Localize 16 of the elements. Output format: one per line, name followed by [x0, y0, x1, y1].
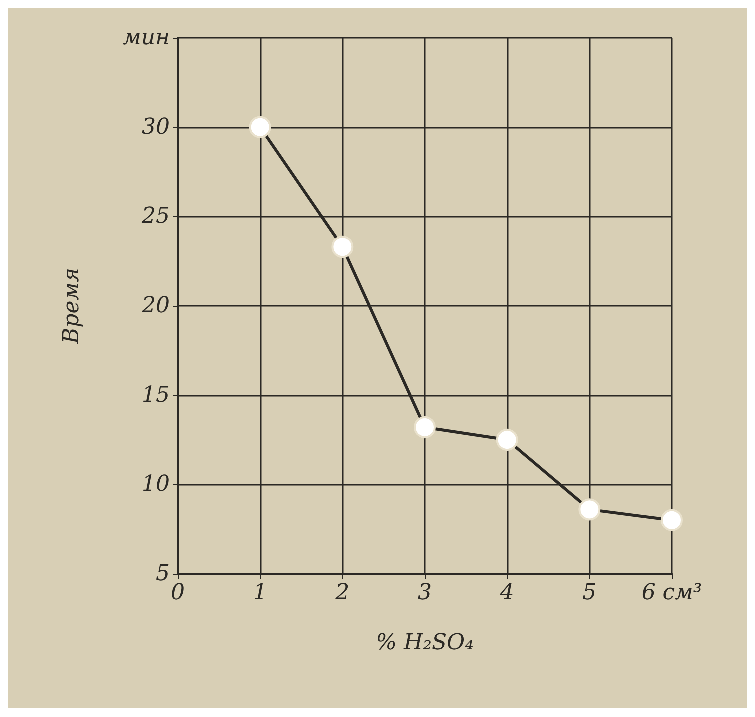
- y-axis-title: Время: [60, 268, 84, 346]
- x-tick-label: 4: [499, 580, 514, 606]
- x-tick-label: 6 см³: [642, 580, 702, 606]
- y-tick-label: 10: [142, 472, 170, 498]
- x-tick-label: 0: [171, 580, 185, 606]
- y-tick-label: мин: [123, 26, 170, 50]
- y-tick-label: 15: [142, 382, 170, 408]
- x-tick-label: 3: [418, 580, 432, 606]
- y-tick-label: 20: [141, 294, 170, 318]
- y-tick-label: 5: [156, 562, 170, 586]
- x-tick-label: 2: [334, 580, 350, 606]
- x-tick-label: 1: [253, 580, 268, 606]
- y-tick-label: 30: [142, 114, 170, 140]
- x-tick-label: 5: [582, 580, 597, 606]
- x-axis-title: % H₂SO₄: [376, 630, 474, 656]
- y-tick-label: 25: [141, 204, 170, 230]
